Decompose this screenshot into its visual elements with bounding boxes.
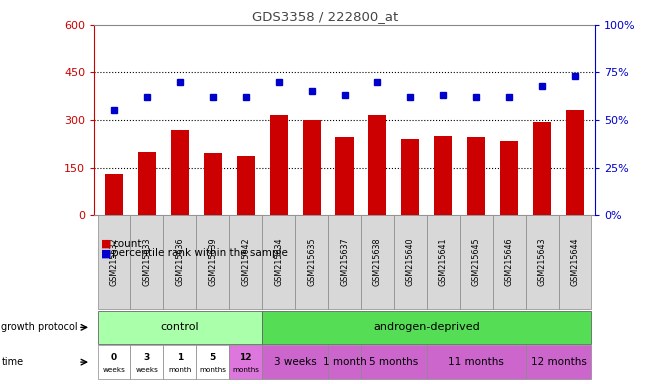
Text: ■: ■ [101,239,111,249]
Text: months: months [200,367,226,372]
Text: control: control [161,322,199,333]
Text: GSM215641: GSM215641 [439,238,448,286]
Text: GSM215640: GSM215640 [406,238,415,286]
Bar [566,111,584,215]
Text: GSM215645: GSM215645 [472,238,481,286]
Text: GSM215643: GSM215643 [538,238,547,286]
Text: months: months [232,367,259,372]
Text: 12: 12 [239,353,252,362]
Text: GSM215634: GSM215634 [274,238,283,286]
Text: GSM215638: GSM215638 [373,238,382,286]
Bar [203,153,222,215]
Bar [533,122,551,215]
Text: time: time [1,357,23,367]
Text: 5 months: 5 months [369,357,419,367]
Bar [237,156,255,215]
Text: 5: 5 [210,353,216,362]
Bar [138,152,156,215]
Text: GSM215637: GSM215637 [340,238,349,286]
Bar [369,115,387,215]
Text: weeks: weeks [103,367,125,372]
Text: androgen-deprived: androgen-deprived [374,322,480,333]
Text: GSM215646: GSM215646 [504,238,514,286]
Text: GSM215635: GSM215635 [307,238,316,286]
Text: 1 month: 1 month [322,357,367,367]
Bar [105,174,123,215]
Text: growth protocol: growth protocol [1,322,78,333]
Text: 11 months: 11 months [448,357,504,367]
Text: 3: 3 [144,353,150,362]
Text: ■: ■ [101,248,111,258]
Text: count: count [112,239,142,249]
Text: GSM215636: GSM215636 [176,238,185,286]
Text: GSM215639: GSM215639 [208,238,217,286]
Text: month: month [168,367,192,372]
Text: 1: 1 [177,353,183,362]
Bar [467,137,486,215]
Bar [302,120,320,215]
Text: GSM215633: GSM215633 [142,238,151,286]
Text: 12 months: 12 months [530,357,586,367]
Text: 0: 0 [111,353,117,362]
Text: weeks: weeks [135,367,159,372]
Text: 3 weeks: 3 weeks [274,357,317,367]
Text: GSM215644: GSM215644 [571,238,580,286]
Bar [171,129,189,215]
Bar [434,136,452,215]
Bar [270,115,288,215]
Bar [401,139,419,215]
Text: GDS3358 / 222800_at: GDS3358 / 222800_at [252,10,398,23]
Text: GSM215632: GSM215632 [109,238,118,286]
Bar [335,137,354,215]
Text: percentile rank within the sample: percentile rank within the sample [112,248,289,258]
Bar [500,141,518,215]
Text: GSM215642: GSM215642 [241,238,250,286]
